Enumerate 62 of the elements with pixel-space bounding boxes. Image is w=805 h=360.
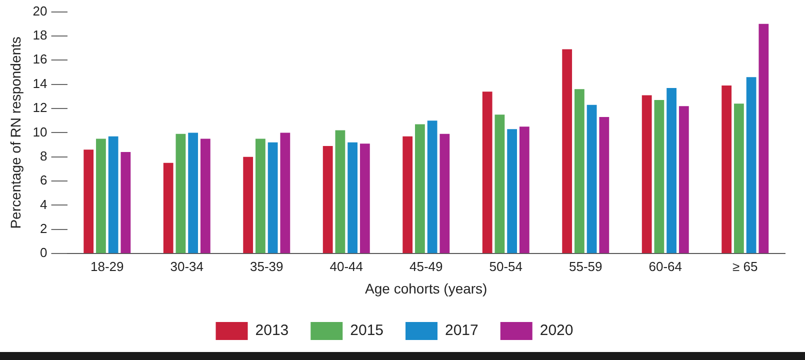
bar [200, 138, 210, 254]
bar [666, 88, 676, 254]
bar [482, 92, 492, 254]
bar [335, 130, 346, 254]
bar [188, 132, 198, 254]
bar [507, 129, 518, 254]
bar [120, 152, 131, 254]
bar [734, 104, 744, 254]
y-tick-label: 8 [40, 148, 48, 164]
bar [678, 106, 689, 254]
bar [348, 142, 358, 254]
y-tick-label: 12 [32, 100, 48, 116]
x-axis-title: Age cohorts (years) [365, 280, 488, 296]
x-tick-label: 35-39 [250, 258, 284, 274]
bar [163, 162, 174, 254]
bar [243, 156, 254, 254]
bar [562, 49, 572, 254]
x-tick-label: 60-64 [648, 258, 682, 274]
bar [96, 138, 106, 254]
bar [176, 134, 186, 254]
bar [256, 138, 266, 254]
bar [280, 132, 290, 254]
x-tick-label: ≥ 65 [732, 258, 758, 274]
y-axis-title: Percentage of RN respondents [7, 36, 24, 229]
bar [440, 134, 450, 254]
x-tick-label: 45-49 [410, 258, 443, 274]
bar [574, 89, 584, 254]
legend-label: 2020 [540, 322, 574, 340]
legend-label: 2017 [445, 322, 478, 340]
bar [402, 136, 413, 254]
legend-label: 2013 [255, 322, 289, 340]
y-tick-label: 2 [40, 221, 48, 236]
bar [758, 24, 769, 254]
bar [519, 126, 530, 254]
y-tick-label: 18 [32, 28, 48, 43]
bar [108, 136, 118, 254]
bar [268, 142, 278, 254]
legend-label: 2015 [350, 322, 384, 340]
y-tick-label: 20 [32, 3, 48, 18]
y-tick-label: 0 [40, 245, 48, 260]
y-tick-label: 6 [40, 172, 48, 188]
x-tick-label: 55-59 [569, 258, 602, 274]
bar [599, 116, 610, 254]
y-tick-label: 14 [32, 76, 48, 91]
x-tick-label: 50-54 [489, 258, 523, 274]
bar [360, 144, 370, 254]
bar [722, 86, 732, 254]
bar [746, 77, 756, 254]
x-tick-label: 40-44 [330, 258, 364, 274]
bar [642, 95, 652, 254]
x-tick-label: 18-29 [90, 258, 124, 274]
bar [494, 114, 505, 254]
y-tick-label: 16 [32, 52, 48, 67]
bar [654, 100, 664, 254]
y-tick-label: 4 [40, 196, 48, 212]
y-tick-label: 10 [32, 124, 48, 140]
bar [427, 120, 438, 254]
bar [415, 124, 425, 254]
bar [586, 104, 597, 254]
bar [84, 150, 94, 254]
bar [322, 146, 333, 254]
x-tick-label: 30-34 [170, 258, 204, 274]
